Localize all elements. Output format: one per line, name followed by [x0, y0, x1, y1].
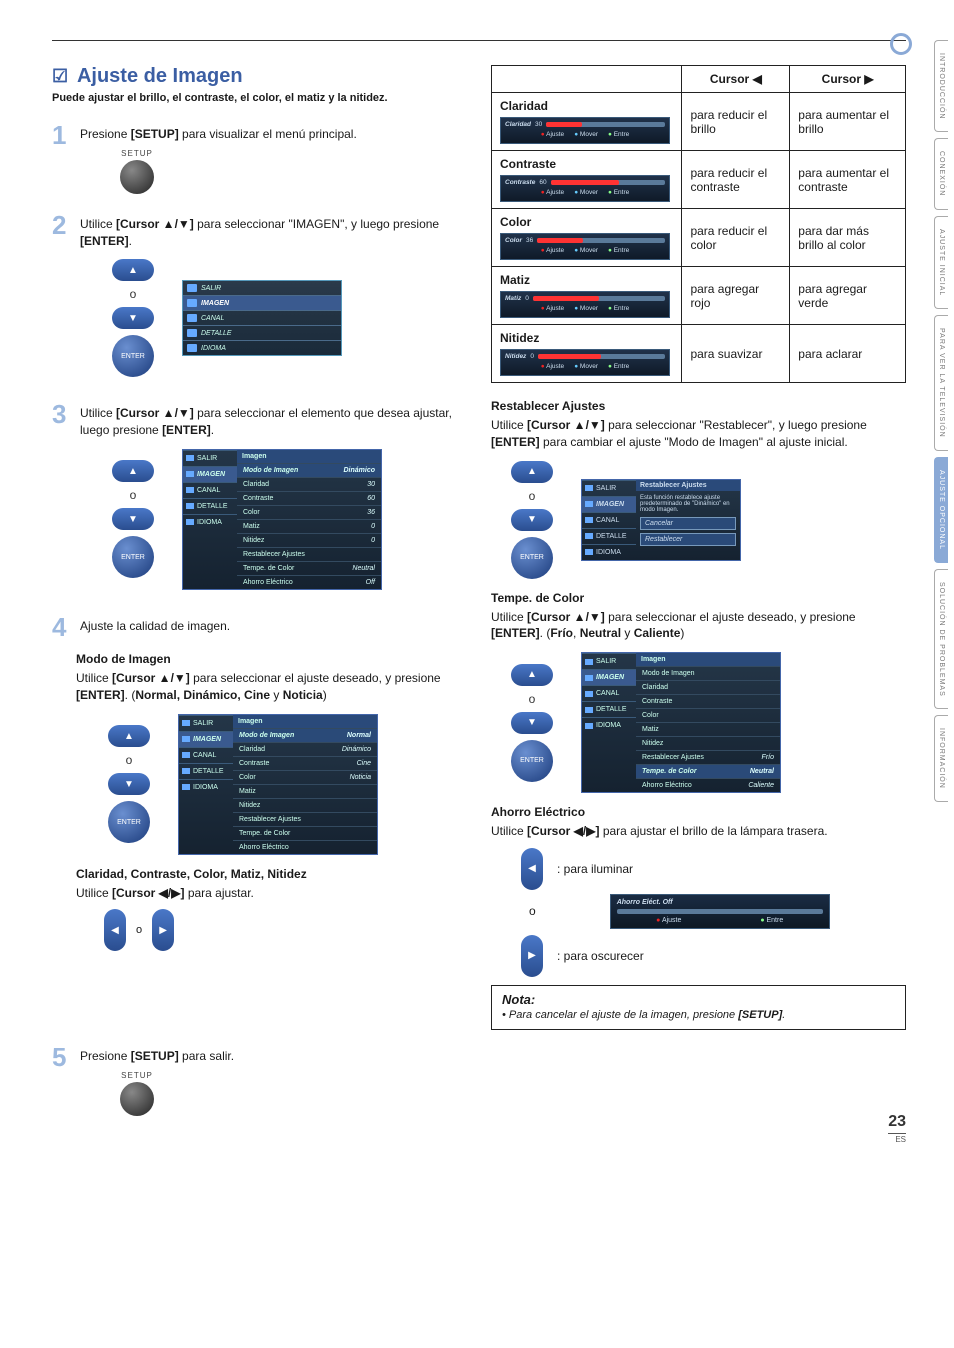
side-tab: INTRODUCCIÓN — [934, 40, 948, 132]
side-tab: AJUSTE INICIAL — [934, 216, 948, 309]
dpad-vertical: ▲ o ▼ ENTER — [108, 725, 150, 843]
step-3: 3 Utilice [Cursor ▲/▼] para seleccionar … — [52, 401, 467, 602]
step-2: 2 Utilice [Cursor ▲/▼] para seleccionar … — [52, 212, 467, 390]
step-number: 1 — [52, 122, 70, 200]
setup-button-graphic: SETUP — [120, 149, 154, 194]
step-number: 4 — [52, 614, 70, 640]
dpad-vertical: ▲ o ▼ ENTER — [511, 664, 553, 782]
menu-item: IMAGEN — [183, 295, 341, 310]
ahorro-heading: Ahorro Eléctrico — [491, 805, 906, 819]
side-tab: SOLUCIÓN DE PROBLEMAS — [934, 569, 948, 710]
menu-item: SALIR — [183, 281, 341, 295]
dpad-vertical: ▲ o ▼ ENTER — [511, 461, 553, 579]
ahorro-text: Utilice [Cursor ◀/▶] para ajustar el bri… — [491, 823, 906, 840]
menu-item: CANAL — [183, 310, 341, 325]
step-5-text: Presione [SETUP] para salir. — [80, 1048, 906, 1065]
enter-button: ENTER — [112, 335, 154, 377]
nota-box: Nota: • Para cancelar el ajuste de la im… — [491, 985, 906, 1030]
nota-heading: Nota: — [502, 992, 895, 1007]
imagen-menu-tempe: SALIRIMAGENCANALDETALLEIDIOMAImagenModo … — [581, 652, 781, 793]
dpad-vertical: ▲ o ▼ ENTER — [112, 259, 154, 377]
step-1-text: Presione [SETUP] para visualizar el menú… — [80, 126, 467, 143]
adj-row: ContrasteContraste 60AjusteMoverEntrepar… — [492, 151, 906, 209]
dpad-right: ▶ — [521, 935, 543, 977]
col-cursor-right: Cursor ▶ — [790, 66, 906, 93]
col-cursor-left: Cursor ◀ — [682, 66, 790, 93]
dpad-down: ▼ — [112, 307, 154, 329]
page-number: 23 ES — [888, 1113, 906, 1144]
adj-row: NitidezNitidez 0AjusteMoverEntrepara sua… — [492, 325, 906, 383]
restablecer-heading: Restablecer Ajustes — [491, 399, 906, 413]
side-tab: AJUSTE OPCIONAL — [934, 457, 948, 563]
adj-row: ColorColor 36AjusteMoverEntrepara reduci… — [492, 209, 906, 267]
dpad-up: ▲ — [112, 259, 154, 281]
side-tab: CONEXIÓN — [934, 138, 948, 209]
tempe-text: Utilice [Cursor ▲/▼] para seleccionar el… — [491, 609, 906, 643]
adj-row: ClaridadClaridad 30AjusteMoverEntrepara … — [492, 93, 906, 151]
side-tabs: INTRODUCCIÓN CONEXIÓN AJUSTE INICIAL PARA V… — [934, 40, 948, 802]
ahorro-dark-row: ▶ : para oscurecer — [521, 935, 906, 977]
step-1: 1 Presione [SETUP] para visualizar el me… — [52, 122, 467, 200]
step-2-text: Utilice [Cursor ▲/▼] para seleccionar "I… — [80, 216, 467, 250]
imagen-menu-modo: SALIRIMAGENCANALDETALLEIDIOMAImagenModo … — [178, 714, 378, 855]
ccmn-text: Utilice [Cursor ◀/▶] para ajustar. — [76, 885, 467, 902]
side-tab: INFORMACIÓN — [934, 715, 948, 802]
setup-button-graphic: SETUP — [120, 1071, 154, 1116]
nota-text: • Para cancelar el ajuste de la imagen, … — [502, 1009, 895, 1021]
step-number: 5 — [52, 1044, 70, 1122]
menu-salir: SALIRIMAGENCANALDETALLEIDIOMA — [182, 280, 342, 356]
restablecer-dialog: SALIRIMAGENCANALDETALLEIDIOMARestablecer… — [581, 479, 741, 561]
modo-heading: Modo de Imagen — [76, 652, 467, 666]
title-text: Ajuste de Imagen — [77, 65, 243, 87]
side-tab: PARA VER LA TELEVISIÓN — [934, 315, 948, 451]
tempe-heading: Tempe. de Color — [491, 591, 906, 605]
imagen-menu-step3: SALIRIMAGENCANALDETALLEIDIOMAImagenModo … — [182, 449, 382, 590]
step-3-text: Utilice [Cursor ▲/▼] para seleccionar el… — [80, 405, 467, 439]
menu-item: DETALLE — [183, 325, 341, 340]
dpad-left: ◀ — [521, 848, 543, 890]
step-number: 2 — [52, 212, 70, 390]
adj-row: MatizMatiz 0AjusteMoverEntrepara agregar… — [492, 267, 906, 325]
check-icon: ☑ — [52, 66, 68, 86]
dpad-horizontal: ◀ o ▶ — [104, 909, 467, 951]
page-title: ☑ Ajuste de Imagen — [52, 65, 467, 88]
step-4-text: Ajuste la calidad de imagen. — [80, 618, 467, 635]
step-number: 3 — [52, 401, 70, 602]
modo-text: Utilice [Cursor ▲/▼] para seleccionar el… — [76, 670, 467, 704]
step-4: 4 Ajuste la calidad de imagen. — [52, 614, 467, 640]
ahorro-light-row: ◀ : para iluminar — [521, 848, 906, 890]
menu-item: IDIOMA — [183, 340, 341, 355]
ccmn-heading: Claridad, Contraste, Color, Matiz, Nitid… — [76, 867, 467, 881]
restablecer-text: Utilice [Cursor ▲/▼] para seleccionar "R… — [491, 417, 906, 451]
step-5: 5 Presione [SETUP] para salir. SETUP — [52, 1044, 906, 1122]
subtitle: Puede ajustar el brillo, el contraste, e… — [52, 92, 467, 104]
dpad-vertical: ▲ o ▼ ENTER — [112, 460, 154, 578]
adjustment-table: Cursor ◀ Cursor ▶ ClaridadClaridad 30Aju… — [491, 65, 906, 383]
ahorro-slider: Ahorro Eléct. Off AjusteEntre — [610, 894, 830, 929]
